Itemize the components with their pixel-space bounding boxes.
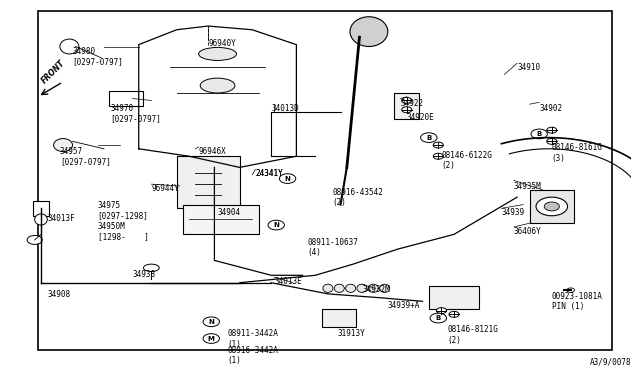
Text: 34932M: 34932M: [363, 285, 390, 294]
Text: 34975
[0297-1298]
34950M
[1298-    ]: 34975 [0297-1298] 34950M [1298- ]: [98, 201, 148, 241]
Ellipse shape: [368, 284, 378, 292]
Text: 34908: 34908: [47, 290, 70, 299]
Text: 34904: 34904: [218, 208, 241, 217]
Ellipse shape: [350, 17, 388, 46]
Bar: [429, 286, 479, 309]
Circle shape: [567, 288, 575, 292]
Circle shape: [531, 129, 547, 139]
Text: M: M: [208, 336, 214, 341]
Ellipse shape: [198, 48, 237, 61]
Text: 08911-3442A
(1): 08911-3442A (1): [227, 329, 278, 349]
Bar: [530, 190, 574, 223]
Text: 96940Y: 96940Y: [208, 39, 236, 48]
Circle shape: [430, 313, 447, 323]
Text: 34939: 34939: [501, 208, 524, 217]
Circle shape: [268, 220, 284, 230]
Circle shape: [280, 174, 296, 183]
Ellipse shape: [357, 284, 367, 292]
Ellipse shape: [35, 214, 47, 225]
Text: 34957
[0297-0797]: 34957 [0297-0797]: [60, 147, 111, 166]
Text: 34938: 34938: [132, 270, 156, 279]
Circle shape: [433, 153, 444, 159]
Text: A3/9/0078: A3/9/0078: [589, 357, 631, 366]
Text: 34935M: 34935M: [514, 182, 541, 191]
Text: 34013D: 34013D: [271, 104, 299, 113]
Bar: [177, 156, 239, 208]
Ellipse shape: [200, 78, 235, 93]
Text: 08916-3442A
(1): 08916-3442A (1): [227, 346, 278, 365]
Text: FRONT: FRONT: [40, 58, 67, 86]
Bar: [109, 91, 143, 106]
Bar: [183, 205, 259, 234]
Ellipse shape: [346, 284, 356, 292]
Circle shape: [420, 133, 437, 142]
Circle shape: [449, 311, 459, 317]
Text: 34922: 34922: [401, 99, 424, 108]
Circle shape: [544, 202, 559, 211]
Text: B: B: [436, 315, 441, 321]
Circle shape: [547, 138, 557, 144]
Text: N: N: [273, 222, 279, 228]
Text: N: N: [208, 319, 214, 325]
Text: N: N: [285, 176, 291, 182]
Text: 08146-8121G
(2): 08146-8121G (2): [448, 326, 499, 345]
Text: 34939+A: 34939+A: [388, 301, 420, 310]
Text: B: B: [536, 131, 542, 137]
Text: 08146-6122G
(2): 08146-6122G (2): [442, 151, 492, 170]
Text: 96944Y: 96944Y: [151, 184, 179, 193]
Circle shape: [536, 197, 568, 216]
Circle shape: [402, 107, 412, 113]
Circle shape: [27, 235, 42, 244]
Ellipse shape: [380, 284, 390, 292]
Bar: [394, 93, 419, 119]
Ellipse shape: [334, 284, 344, 292]
Circle shape: [433, 142, 444, 148]
Bar: [322, 309, 356, 327]
Circle shape: [203, 334, 220, 343]
Text: 34970
[0297-0797]: 34970 [0297-0797]: [110, 104, 161, 124]
Text: 00923-1081A
PIN (1): 00923-1081A PIN (1): [552, 292, 603, 311]
Text: 34910: 34910: [517, 63, 540, 72]
Text: 34013F: 34013F: [47, 214, 75, 223]
Circle shape: [402, 97, 412, 103]
Text: 08911-10637
(4): 08911-10637 (4): [307, 238, 358, 257]
Text: 36406Y: 36406Y: [514, 227, 541, 236]
Text: 08146-8161G
(3): 08146-8161G (3): [552, 143, 603, 163]
Text: 96946X: 96946X: [198, 147, 227, 156]
Ellipse shape: [143, 264, 159, 272]
Bar: [33, 201, 49, 216]
Text: 34902: 34902: [539, 104, 563, 113]
Circle shape: [203, 317, 220, 327]
Ellipse shape: [54, 139, 72, 152]
Ellipse shape: [323, 284, 333, 292]
Circle shape: [547, 127, 557, 133]
Text: B: B: [426, 135, 431, 141]
Text: 24341Y: 24341Y: [255, 169, 283, 178]
Ellipse shape: [60, 39, 79, 54]
Text: 34980
[0297-0797]: 34980 [0297-0797]: [72, 46, 124, 66]
Text: 31913Y: 31913Y: [337, 329, 365, 338]
Text: 08916-43542
(2): 08916-43542 (2): [332, 188, 383, 207]
Text: 24341Y: 24341Y: [255, 169, 283, 178]
Text: 34013E: 34013E: [275, 277, 302, 286]
Circle shape: [436, 308, 447, 314]
Text: 34920E: 34920E: [407, 113, 435, 122]
